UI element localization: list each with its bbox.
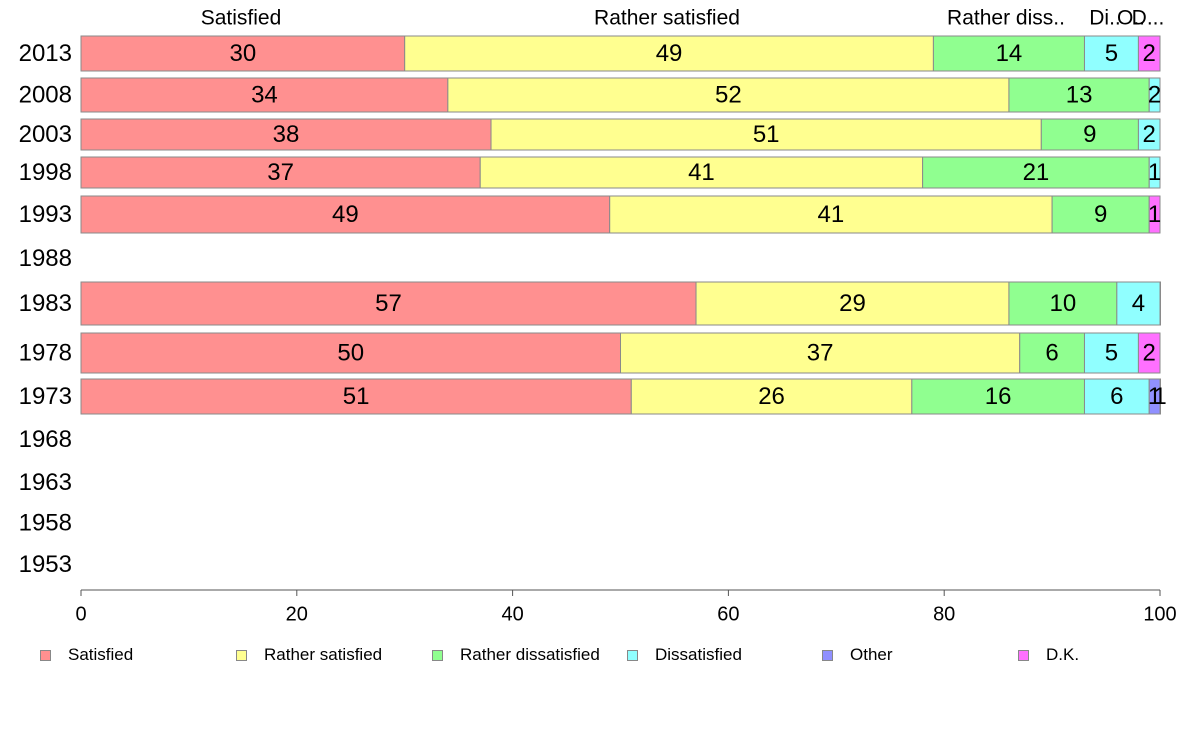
bar-dissatisfied-1973 (1083, 378, 1150, 415)
category-label-1973: 1973 (19, 383, 72, 410)
category-label-1983: 1983 (19, 290, 72, 317)
bar-d-k--1973 (1159, 378, 1161, 415)
category-label-2008: 2008 (19, 81, 72, 108)
data-label-other-1973: 1 (1148, 383, 1161, 410)
data-label-satisfied-2013: 30 (229, 40, 256, 67)
top-series-label-3: Di.. (1089, 7, 1121, 30)
bar-satisfied-2008 (80, 77, 449, 113)
x-tick-label-60: 60 (717, 603, 739, 625)
top-series-label-5: D... (1132, 7, 1165, 30)
bar-rather-dissatisfied-1993 (1051, 195, 1150, 234)
bar-satisfied-1978 (80, 332, 621, 374)
bar-d-k--2013 (1137, 35, 1161, 72)
category-label-1993: 1993 (19, 201, 72, 228)
bar-rather-satisfied-1983 (695, 281, 1010, 326)
bar-rather-dissatisfied-1978 (1019, 332, 1085, 374)
data-label-rather-satisfied-1998: 41 (688, 159, 715, 186)
data-label-dissatisfied-2008: 2 (1148, 81, 1161, 108)
bar-satisfied-1998 (80, 156, 481, 189)
data-label-satisfied-1978: 50 (337, 339, 364, 366)
data-label-satisfied-2003: 38 (273, 121, 300, 148)
data-label-satisfied-1983: 57 (375, 290, 402, 317)
bar-satisfied-1983 (80, 281, 697, 326)
category-label-1963: 1963 (19, 469, 72, 496)
bar-d-k--1983 (1159, 281, 1161, 326)
bar-rather-dissatisfied-2003 (1040, 118, 1139, 151)
bar-satisfied-2013 (80, 35, 406, 72)
category-label-1968: 1968 (19, 426, 72, 453)
bar-dissatisfied-2003 (1137, 118, 1161, 151)
x-tick-label-20: 20 (286, 603, 308, 625)
x-tick-label-40: 40 (501, 603, 523, 625)
data-label-d-k--2013: 2 (1143, 40, 1156, 67)
bar-d-k--1978 (1137, 332, 1161, 374)
bar-dissatisfied-1983 (1116, 281, 1161, 326)
data-label-dissatisfied-1998: 1 (1148, 159, 1161, 186)
category-label-2003: 2003 (19, 121, 72, 148)
data-label-d-k--1993: 1 (1148, 201, 1161, 228)
data-label-satisfied-1973: 51 (343, 383, 370, 410)
data-label-d-k--1978: 2 (1143, 339, 1156, 366)
bar-d-k--1993 (1148, 195, 1161, 234)
data-label-dissatisfied-1973: 6 (1110, 383, 1123, 410)
bar-rather-satisfied-2008 (447, 77, 1010, 113)
bar-rather-satisfied-2013 (404, 35, 934, 72)
bar-rather-satisfied-2003 (490, 118, 1042, 151)
data-label-rather-dissatisfied-1978: 6 (1045, 339, 1058, 366)
bar-rather-dissatisfied-2013 (932, 35, 1085, 72)
x-tick-label-100: 100 (1143, 603, 1176, 625)
top-series-label-4: O.. (1117, 7, 1145, 30)
bar-rather-dissatisfied-1983 (1008, 281, 1118, 326)
data-label-d-k--1973: 1 (1153, 383, 1166, 410)
top-series-label-1: Rather satisfied (594, 7, 740, 30)
category-label-1958: 1958 (19, 509, 72, 536)
x-tick-label-80: 80 (933, 603, 955, 625)
top-series-label-2: Rather diss.. (947, 7, 1065, 30)
bar-dissatisfied-1978 (1083, 332, 1139, 374)
category-label-1998: 1998 (19, 159, 72, 186)
category-label-1953: 1953 (19, 551, 72, 578)
x-tick-label-0: 0 (75, 603, 86, 625)
bar-dissatisfied-2008 (1148, 77, 1161, 113)
data-label-rather-dissatisfied-2003: 9 (1083, 121, 1096, 148)
category-label-1988: 1988 (19, 245, 72, 272)
data-label-rather-dissatisfied-2008: 13 (1066, 81, 1093, 108)
bar-rather-satisfied-1993 (609, 195, 1053, 234)
bar-satisfied-2003 (80, 118, 492, 151)
bar-rather-dissatisfied-1973 (911, 378, 1085, 415)
data-label-rather-satisfied-2003: 51 (753, 121, 780, 148)
bar-satisfied-1993 (80, 195, 611, 234)
bar-rather-satisfied-1978 (620, 332, 1021, 374)
top-series-label-0: Satisfied (201, 7, 282, 30)
category-label-2013: 2013 (19, 40, 72, 67)
data-label-rather-dissatisfied-1973: 16 (985, 383, 1012, 410)
data-label-dissatisfied-2003: 2 (1143, 121, 1156, 148)
bar-dissatisfied-1998 (1148, 156, 1161, 189)
bar-rather-satisfied-1998 (479, 156, 924, 189)
data-label-rather-satisfied-2013: 49 (656, 40, 683, 67)
bar-satisfied-1973 (80, 378, 632, 415)
data-label-dissatisfied-1978: 5 (1105, 339, 1118, 366)
category-label-1978: 1978 (19, 339, 72, 366)
data-label-satisfied-1998: 37 (267, 159, 294, 186)
data-label-rather-satisfied-1993: 41 (818, 201, 845, 228)
data-label-rather-dissatisfied-1993: 9 (1094, 201, 1107, 228)
data-label-rather-satisfied-1978: 37 (807, 339, 834, 366)
data-label-dissatisfied-2013: 5 (1105, 40, 1118, 67)
data-label-rather-satisfied-2008: 52 (715, 81, 742, 108)
data-label-rather-dissatisfied-1998: 21 (1023, 159, 1050, 186)
data-label-satisfied-1993: 49 (332, 201, 359, 228)
data-label-rather-dissatisfied-1983: 10 (1050, 290, 1077, 317)
data-label-rather-satisfied-1973: 26 (758, 383, 785, 410)
data-label-satisfied-2008: 34 (251, 81, 278, 108)
data-label-dissatisfied-1983: 4 (1132, 290, 1145, 317)
data-label-rather-satisfied-1983: 29 (839, 290, 866, 317)
data-label-rather-dissatisfied-2013: 14 (996, 40, 1023, 67)
bar-rather-dissatisfied-1998 (922, 156, 1150, 189)
bar-rather-satisfied-1973 (630, 378, 913, 415)
